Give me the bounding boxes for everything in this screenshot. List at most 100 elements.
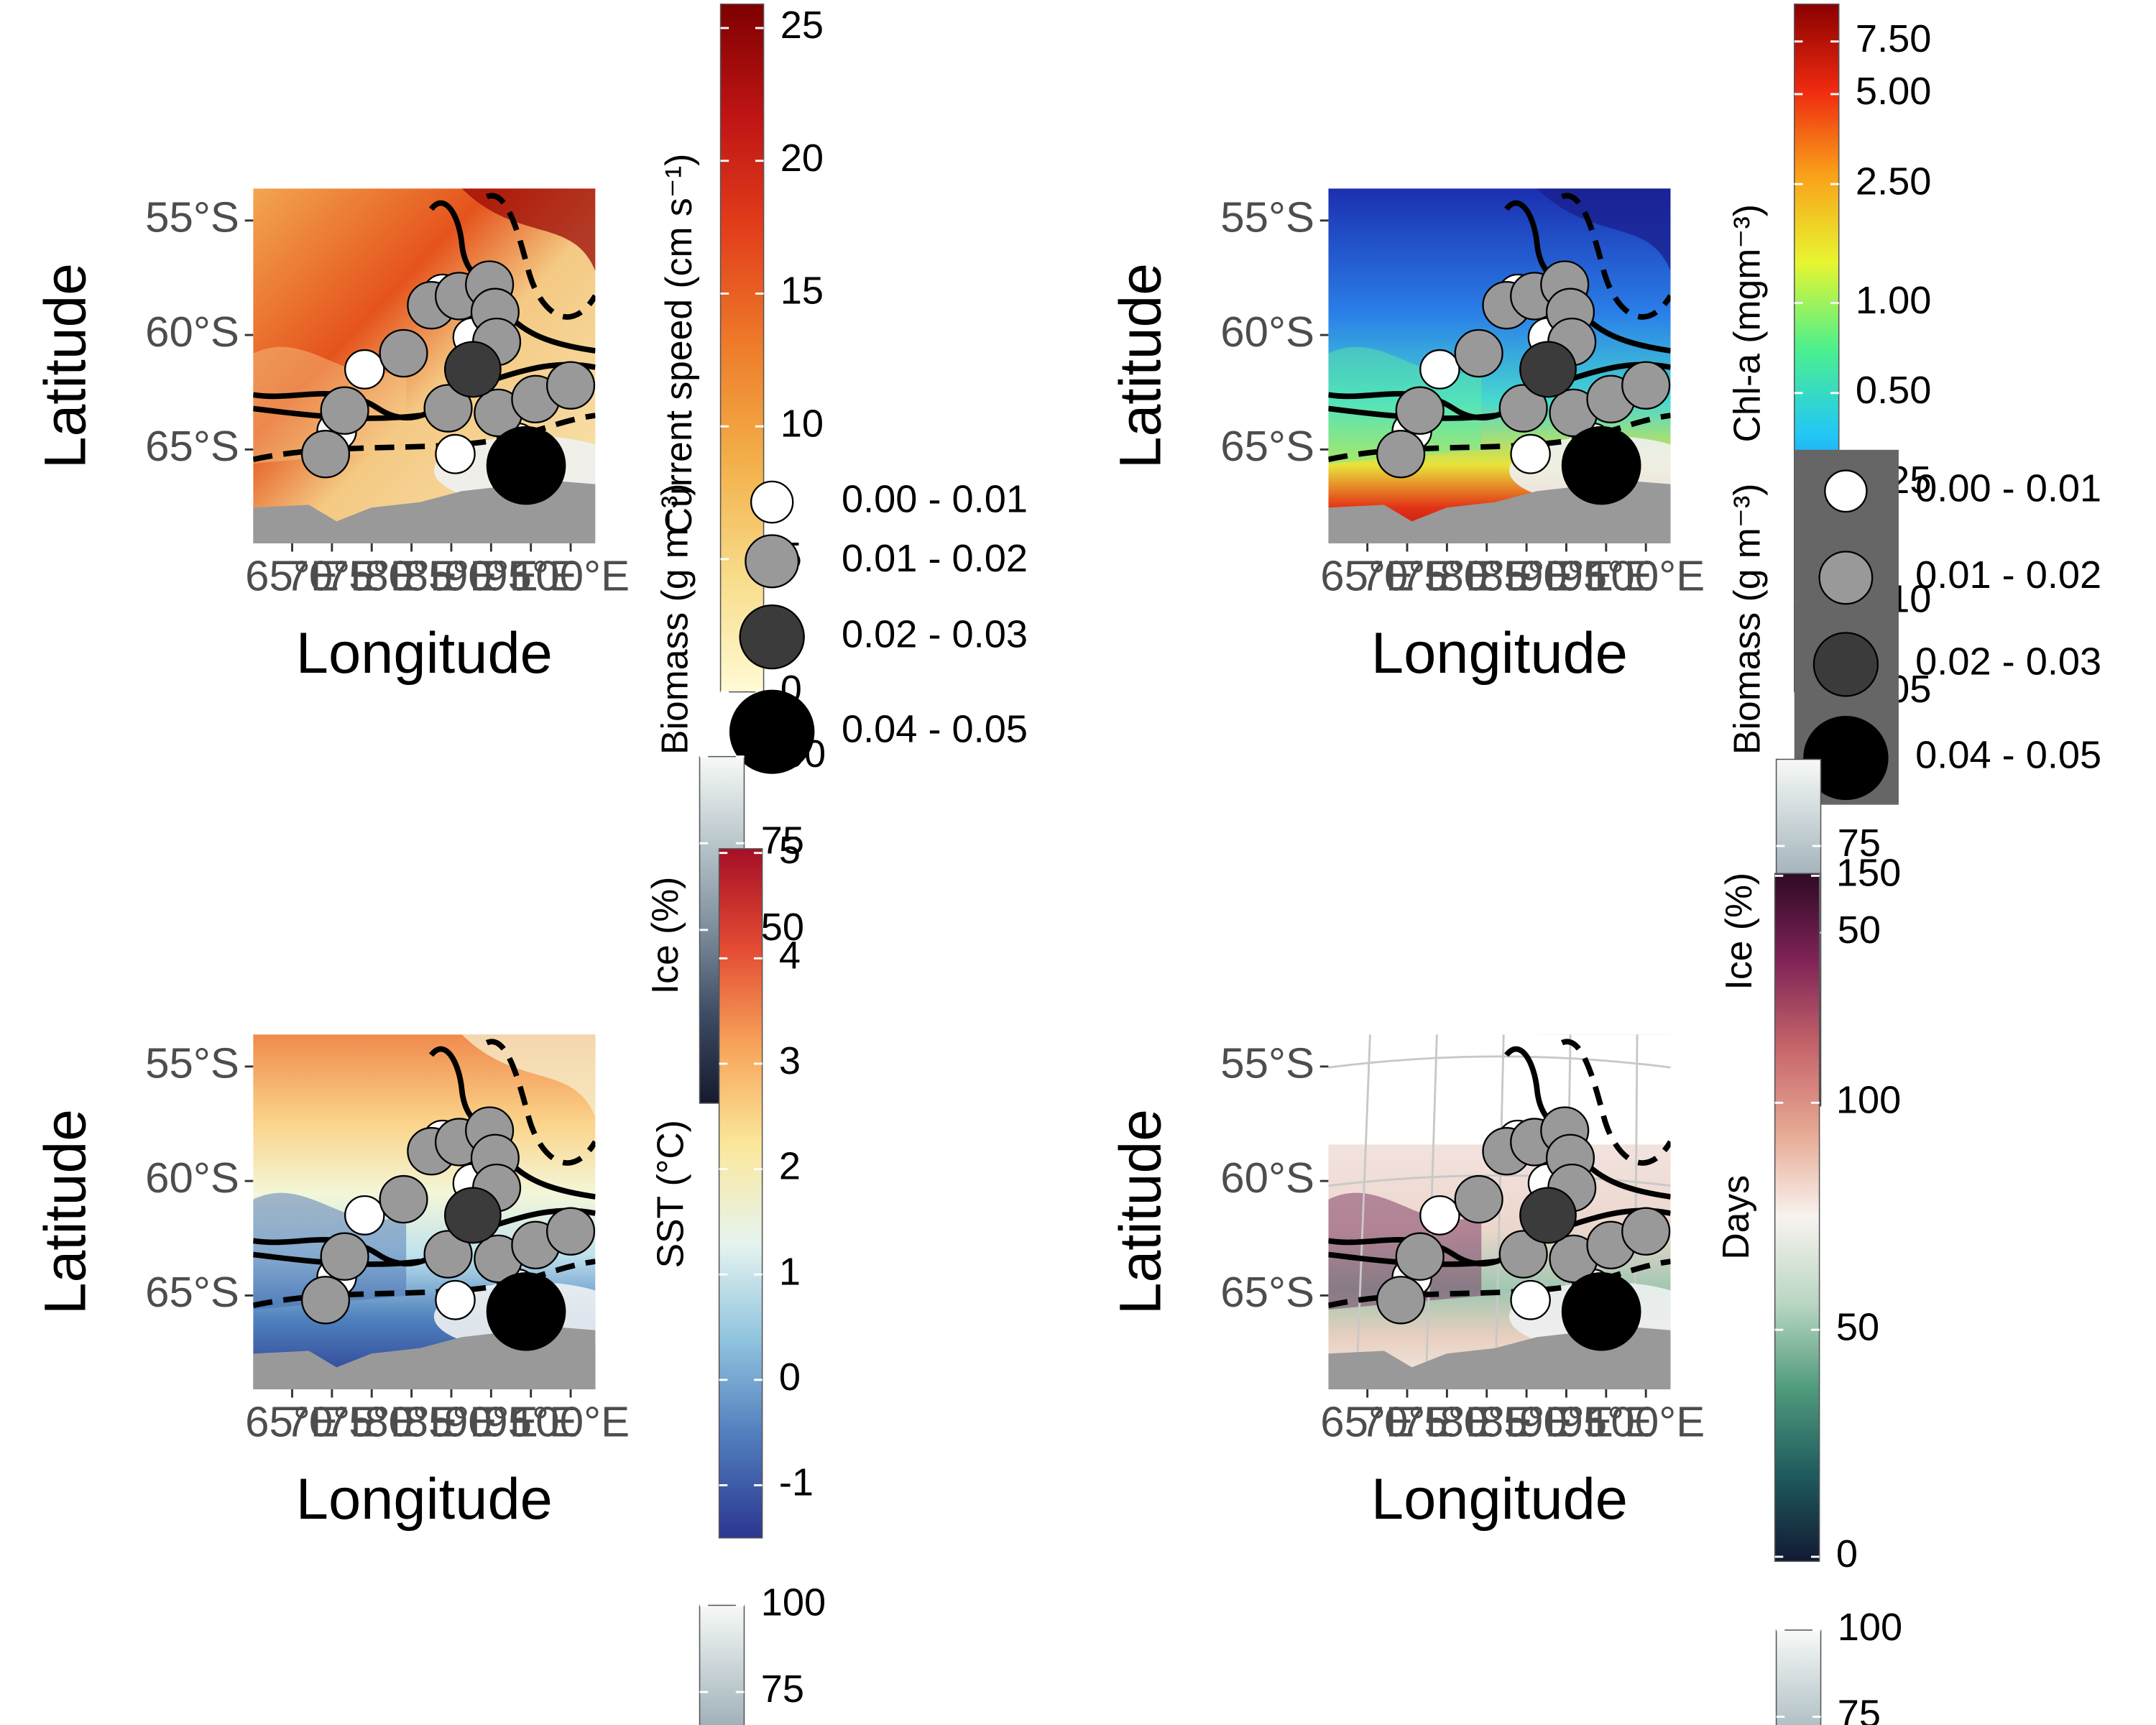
colorbar-tick-label: 50 (1836, 1306, 1879, 1349)
colorbar-tick-label: 0 (779, 1356, 801, 1399)
legend-label: 0.00 - 0.01 (1915, 467, 2101, 510)
lon-tick-label: 70°E (285, 1398, 379, 1446)
lon-tick-label: 95°E (484, 552, 578, 600)
map-patch (461, 1034, 596, 1118)
lon-tick-label: 80°E (364, 1398, 459, 1446)
legend-key (739, 604, 805, 670)
station (1510, 1279, 1551, 1320)
lon-tick-label: 65°E (1320, 552, 1414, 600)
lon-tick-label: 70°E (1360, 1398, 1455, 1446)
station (1621, 361, 1671, 410)
legend-key (745, 534, 800, 589)
colorbar-tick-label: 4 (779, 934, 801, 978)
colorbar: 0 50 100 150 Days (1715, 852, 1901, 1576)
colorbar-tick-label: 75 (1838, 1693, 1881, 1725)
lon-tick-label: 95°E (1559, 552, 1653, 600)
lon-tick-label: 95°E (484, 1398, 578, 1446)
legend-key (1818, 551, 1874, 605)
lon-tick-label: 95°E (1559, 1398, 1653, 1446)
station (1561, 1271, 1641, 1351)
lon-tick-label: 80°E (364, 552, 459, 600)
legend-label: 0.02 - 0.03 (842, 613, 1028, 656)
lat-tick-label: 65°S (145, 422, 239, 470)
map-area (1328, 188, 1671, 543)
colorbar-tick-label: 0.50 (1856, 369, 1931, 412)
lat-tick-label: 65°S (145, 1268, 239, 1316)
map-panel: 55°S 60°S 65°S 65°E70°E75°E80°E85°E90°E95°E… (33, 1034, 630, 1532)
colorbar-tick-label: 75 (761, 819, 804, 862)
lon-tick-label: 70°E (285, 552, 379, 600)
colorbar-tick-label: 100 (761, 1581, 826, 1624)
graticule (1328, 1174, 1671, 1187)
station (1519, 1187, 1577, 1244)
lon-tick-label: 65°E (1320, 1398, 1414, 1446)
legend-key (1812, 632, 1879, 697)
legend-key (750, 480, 794, 524)
biomass-legend: 0.00 - 0.01 0.01 - 0.02 0.02 - 0.03 0.04 - … (1726, 449, 2101, 805)
y-axis-title: Latitude (33, 263, 98, 469)
station (320, 1232, 369, 1281)
station (1498, 1230, 1548, 1279)
colorbar-tick-label: -1 (779, 1461, 814, 1504)
lon-tick-label: 100°E (512, 552, 630, 600)
legend-label: 0.02 - 0.03 (1915, 640, 2101, 684)
x-axis-title: Longitude (296, 621, 553, 685)
lat-tick-label: 55°S (145, 193, 239, 242)
legend-key (1803, 715, 1889, 801)
graticule (1355, 1034, 1371, 1390)
lon-tick-label: 80°E (1439, 1398, 1534, 1446)
colorbar-tick-label: 10 (780, 402, 824, 446)
station (300, 1276, 351, 1325)
colorbar-tick-label: 5 (779, 829, 801, 872)
lon-tick-label: 90°E (444, 552, 538, 600)
station (1395, 1232, 1445, 1281)
lon-tick-label: 100°E (1587, 1398, 1705, 1446)
legend-label: 0.04 - 0.05 (842, 708, 1028, 751)
colorbar-tick-label: 2.50 (1856, 160, 1931, 203)
front-line (485, 1039, 596, 1166)
station (1395, 386, 1445, 435)
station (435, 433, 476, 474)
colorbar-tick-label: 75 (761, 1668, 804, 1711)
lon-tick-label: 90°E (1519, 552, 1613, 600)
map-panel: 55°S 60°S 65°S 65°E70°E75°E80°E85°E90°E95°E… (1108, 188, 1705, 686)
legend-label: 0.04 - 0.05 (1915, 734, 2101, 777)
station (1519, 341, 1577, 398)
colorbar-tick-label: 25 (780, 4, 824, 47)
legend-key (729, 689, 815, 774)
colorbar-tick-label: 100 (1836, 1079, 1901, 1122)
colorbar-title: Current speed (cm s⁻¹) (658, 154, 700, 535)
graticule (1328, 1055, 1671, 1069)
front-line (1561, 193, 1671, 320)
lat-tick-label: 60°S (145, 1154, 239, 1202)
lat-tick-label: 55°S (145, 1039, 239, 1087)
colorbar-tick-label: 50 (761, 906, 804, 949)
colorbar-tick-label: 2 (779, 1145, 801, 1188)
station (344, 349, 385, 390)
colorbar-fill (1774, 873, 1820, 1563)
map-panel: 55°S 60°S 65°S 65°E70°E75°E80°E85°E90°E95°E… (1108, 1034, 1705, 1532)
colorbar-fill (718, 848, 763, 1539)
colorbar-tick-label: 3 (779, 1039, 801, 1082)
station (344, 1195, 385, 1236)
colorbar: 75 100 (699, 1581, 826, 1725)
lon-tick-label: 85°E (405, 552, 499, 600)
station (320, 386, 369, 435)
station (435, 1279, 476, 1320)
lon-tick-label: 75°E (1400, 1398, 1494, 1446)
legend-key (1824, 469, 1868, 513)
map-area (253, 188, 596, 543)
station (1419, 349, 1460, 390)
front-line (485, 193, 596, 320)
lon-tick-label: 75°E (325, 552, 419, 600)
lat-tick-label: 65°S (1220, 1268, 1314, 1316)
lon-tick-label: 85°E (1480, 552, 1574, 600)
lon-tick-label: 100°E (1587, 552, 1705, 600)
lat-tick-label: 55°S (1220, 193, 1314, 242)
biomass-legend: 0.00 - 0.01 0.01 - 0.02 0.02 - 0.03 0.04 - … (654, 478, 1028, 774)
colorbar-tick-label: 0 (1836, 1532, 1858, 1576)
colorbar-title: Ice (%) (1718, 873, 1760, 990)
station (1561, 426, 1641, 505)
lon-tick-label: 75°E (1400, 552, 1494, 600)
